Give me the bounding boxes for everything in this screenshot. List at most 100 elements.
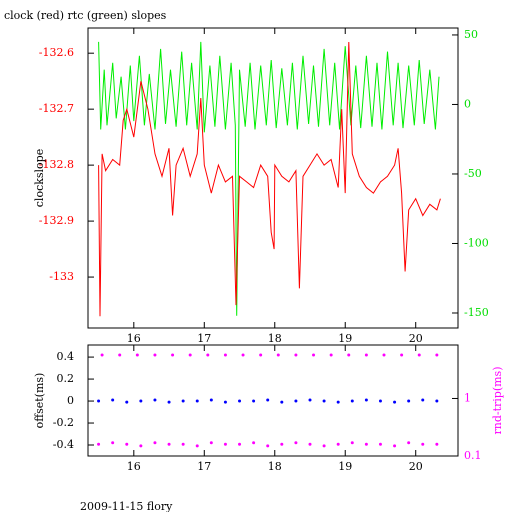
- title: clock (red) rtc (green) slopes: [4, 9, 167, 22]
- point: [294, 441, 298, 445]
- point: [417, 353, 421, 357]
- point: [329, 353, 333, 357]
- point: [139, 399, 143, 403]
- x-tick-label: 17: [197, 460, 211, 473]
- y-tick-label: -0.4: [53, 438, 74, 451]
- point: [400, 353, 404, 357]
- point: [382, 353, 386, 357]
- y2-tick-label: 50: [464, 28, 478, 41]
- point: [118, 353, 122, 357]
- y-tick-label: 0.4: [57, 350, 75, 363]
- y-tick-label: -132.9: [39, 214, 74, 227]
- point: [195, 444, 199, 448]
- point: [125, 400, 129, 404]
- y-tick-label: 0.2: [57, 372, 75, 385]
- x-tick-label: 17: [197, 332, 211, 345]
- point: [252, 441, 256, 445]
- x-tick-label: 19: [338, 332, 352, 345]
- point: [167, 442, 171, 446]
- point: [181, 399, 185, 403]
- point: [350, 399, 354, 403]
- point: [393, 444, 397, 448]
- point: [407, 399, 411, 403]
- point: [435, 442, 439, 446]
- point: [223, 442, 227, 446]
- point: [223, 400, 227, 404]
- y2-tick-label: 0: [464, 97, 471, 110]
- y-tick-label: -132.8: [39, 158, 74, 171]
- y2-axis-label: rnd-trip(ms): [491, 367, 504, 435]
- point: [153, 353, 157, 357]
- series-line: [98, 41, 441, 317]
- point: [209, 441, 213, 445]
- point: [308, 442, 312, 446]
- x-tick-label: 16: [127, 460, 141, 473]
- x-tick-label: 20: [409, 332, 423, 345]
- point: [181, 442, 185, 446]
- point: [238, 442, 242, 446]
- point: [336, 442, 340, 446]
- x-tick-label: 20: [409, 460, 423, 473]
- point: [209, 398, 213, 402]
- point: [259, 353, 263, 357]
- point: [336, 400, 340, 404]
- point: [280, 400, 284, 404]
- x-tick-label: 19: [338, 460, 352, 473]
- point: [421, 442, 425, 446]
- point: [97, 442, 101, 446]
- point: [167, 400, 171, 404]
- point: [238, 399, 242, 403]
- point: [139, 444, 143, 448]
- footer: 2009-11-15 flory: [80, 500, 173, 512]
- y-tick-label: -0.2: [53, 416, 74, 429]
- point: [171, 353, 175, 357]
- y-tick-label: -132.6: [39, 46, 74, 59]
- point: [276, 353, 280, 357]
- point: [364, 353, 368, 357]
- point: [280, 442, 284, 446]
- y-tick-label: -133: [49, 270, 74, 283]
- point: [378, 399, 382, 403]
- y2-tick-label: 0.1: [464, 449, 482, 462]
- point: [378, 442, 382, 446]
- point: [206, 353, 210, 357]
- series-line: [98, 41, 440, 316]
- point: [322, 399, 326, 403]
- point: [407, 441, 411, 445]
- point: [393, 400, 397, 404]
- point: [111, 441, 115, 445]
- y-axis-label: clockslope: [33, 149, 46, 207]
- point: [435, 399, 439, 403]
- y2-tick-label: -100: [464, 236, 489, 249]
- y2-tick-label: -150: [464, 306, 489, 319]
- x-tick-label: 18: [268, 460, 282, 473]
- point: [125, 442, 129, 446]
- point: [364, 442, 368, 446]
- point: [312, 353, 316, 357]
- point: [100, 353, 104, 357]
- point: [252, 399, 256, 403]
- point: [266, 444, 270, 448]
- point: [188, 353, 192, 357]
- point: [435, 353, 439, 357]
- point: [421, 398, 425, 402]
- point: [153, 398, 157, 402]
- x-tick-label: 18: [268, 332, 282, 345]
- point: [347, 353, 351, 357]
- point: [322, 444, 326, 448]
- point: [294, 399, 298, 403]
- point: [364, 398, 368, 402]
- y2-tick-label: -50: [464, 167, 482, 180]
- point: [294, 353, 298, 357]
- point: [195, 399, 199, 403]
- x-tick-label: 16: [127, 332, 141, 345]
- point: [266, 398, 270, 402]
- y-axis-label: offset(ms): [33, 373, 46, 429]
- point: [350, 441, 354, 445]
- point: [308, 398, 312, 402]
- y2-tick-label: 1: [464, 391, 471, 404]
- point: [153, 441, 157, 445]
- point: [111, 398, 115, 402]
- point: [223, 353, 227, 357]
